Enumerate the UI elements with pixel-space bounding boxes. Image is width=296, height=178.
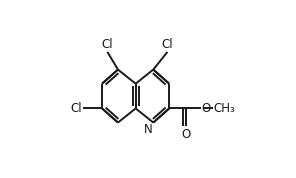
Text: Cl: Cl (162, 38, 173, 51)
Text: O: O (202, 102, 211, 115)
Text: CH₃: CH₃ (214, 102, 235, 115)
Text: O: O (181, 127, 191, 140)
Text: Cl: Cl (102, 38, 113, 51)
Text: N: N (144, 123, 152, 137)
Text: Cl: Cl (70, 102, 82, 115)
